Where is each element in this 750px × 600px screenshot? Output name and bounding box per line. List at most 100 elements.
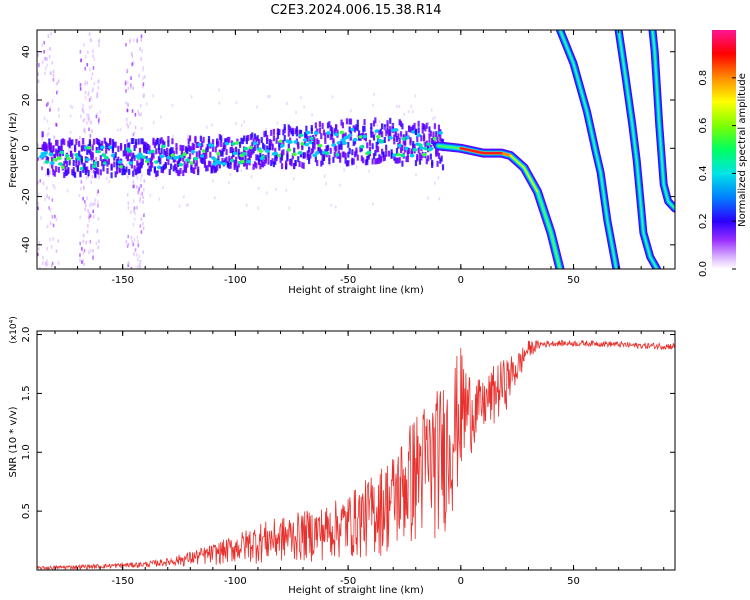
spectrogram-cell: [276, 132, 280, 139]
noise-speckle: [132, 180, 135, 184]
noise-speckle: [51, 61, 54, 65]
noise-speckle: [92, 66, 95, 70]
noise-speckle: [37, 157, 40, 161]
noise-speckle: [35, 102, 37, 106]
spectrogram-cell: [175, 148, 178, 155]
noise-speckle: [57, 107, 60, 112]
spectrogram-cell: [333, 132, 339, 137]
spectrogram-cell: [374, 129, 380, 133]
spectrogram-cell: [399, 131, 403, 138]
spectrogram-cell: [409, 137, 412, 144]
noise-speckle: [82, 251, 85, 255]
spectrogram-cell: [320, 160, 323, 167]
noise-speckle: [83, 262, 85, 267]
noise-speckle: [142, 187, 145, 192]
spectrogram-cell: [437, 124, 441, 131]
spectrogram-cell: [271, 158, 274, 165]
spectrogram-cell: [256, 144, 259, 151]
spectrogram-cell: [272, 128, 276, 135]
spectrogram-ylabel: Frequency (Hz): [8, 112, 19, 188]
spectrogram-cell: [246, 159, 251, 164]
spectrogram-cell: [141, 155, 144, 162]
noise-speckle: [94, 198, 97, 202]
noise-speckle: [51, 198, 54, 202]
spectrogram-cell: [362, 157, 365, 164]
noise-speckle: [86, 121, 88, 125]
noise-speckle: [95, 157, 97, 161]
spectrogram-cell: [435, 131, 438, 138]
noise-speckle: [257, 206, 260, 210]
spectrogram-cell: [76, 157, 82, 161]
noise-speckle: [131, 54, 134, 58]
spectrogram-cell: [157, 144, 161, 151]
noise-speckle: [376, 124, 379, 128]
spectrogram-cell: [256, 135, 259, 142]
spectrogram-cell: [235, 140, 241, 145]
noise-speckle: [119, 128, 122, 132]
spectrogram-cell: [137, 162, 140, 169]
spectrogram-cell: [348, 118, 351, 125]
noise-speckle: [126, 244, 129, 249]
spectrogram-cell: [105, 156, 108, 163]
spectrogram-cell: [309, 152, 312, 159]
noise-speckle: [140, 173, 143, 178]
noise-speckle: [205, 125, 208, 129]
spectrogram-cell: [184, 146, 188, 153]
spectrogram-cell: [297, 151, 303, 155]
spectrogram-cell: [418, 152, 422, 159]
spectrogram-cell: [188, 153, 192, 160]
noise-speckle: [47, 132, 50, 136]
noise-speckle: [132, 86, 134, 90]
spectrogram-cell: [428, 133, 431, 140]
spectrogram-cell: [211, 145, 215, 152]
spectrogram-cell: [107, 158, 110, 165]
noise-speckle: [37, 180, 39, 185]
spectrogram-cell: [182, 145, 185, 152]
spectrogram-cell: [118, 165, 124, 169]
spectrogram-cell: [352, 137, 358, 142]
spectrogram-cell: [207, 139, 211, 146]
noise-speckle: [38, 240, 40, 245]
noise-speckle: [108, 179, 110, 183]
spectrogram-cell: [266, 134, 269, 141]
spectrogram-cell: [178, 162, 184, 167]
noise-speckle: [350, 109, 352, 113]
spectrogram-cell: [329, 147, 332, 154]
noise-speckle: [50, 245, 53, 249]
noise-speckle: [286, 101, 288, 105]
spectrogram-cell: [44, 141, 47, 148]
spectrogram-cell: [199, 156, 202, 163]
noise-speckle: [41, 166, 43, 170]
spectrogram-cell: [333, 151, 336, 158]
spectrogram-cell: [317, 139, 320, 146]
noise-speckle: [433, 181, 436, 185]
spectrogram-cell: [217, 161, 223, 165]
spectrogram-cell: [43, 151, 48, 155]
spectrogram-cell: [216, 152, 222, 156]
spectrogram-cell: [102, 161, 108, 166]
snr-xtick-label: 50: [567, 576, 580, 587]
noise-speckle: [139, 265, 141, 269]
spectrogram-cell: [348, 147, 351, 154]
noise-speckle: [88, 127, 90, 132]
spectrogram-cell: [252, 147, 255, 154]
noise-speckle: [334, 205, 337, 209]
spectrogram-cell: [399, 120, 403, 127]
spectrogram-cell: [217, 154, 220, 161]
spectrogram-cell: [78, 159, 81, 166]
spec-ytick-label: 40: [21, 45, 32, 58]
noise-speckle: [90, 202, 92, 206]
chart-title: C2E3.2024.006.15.38.R14: [270, 3, 441, 18]
spectrogram-cell: [347, 160, 350, 167]
spectrogram-cell: [68, 137, 71, 144]
noise-speckle: [42, 255, 44, 260]
spectrogram-cell: [75, 161, 78, 168]
spectrogram-cell: [132, 170, 135, 177]
noise-speckle: [67, 149, 70, 153]
spectrogram-cell: [408, 125, 411, 132]
spectrogram-cell: [385, 150, 388, 157]
noise-speckle: [43, 40, 46, 45]
spectrogram-cell: [195, 142, 198, 149]
spectrogram-cell: [130, 138, 133, 145]
spectrogram-cell: [295, 126, 299, 133]
